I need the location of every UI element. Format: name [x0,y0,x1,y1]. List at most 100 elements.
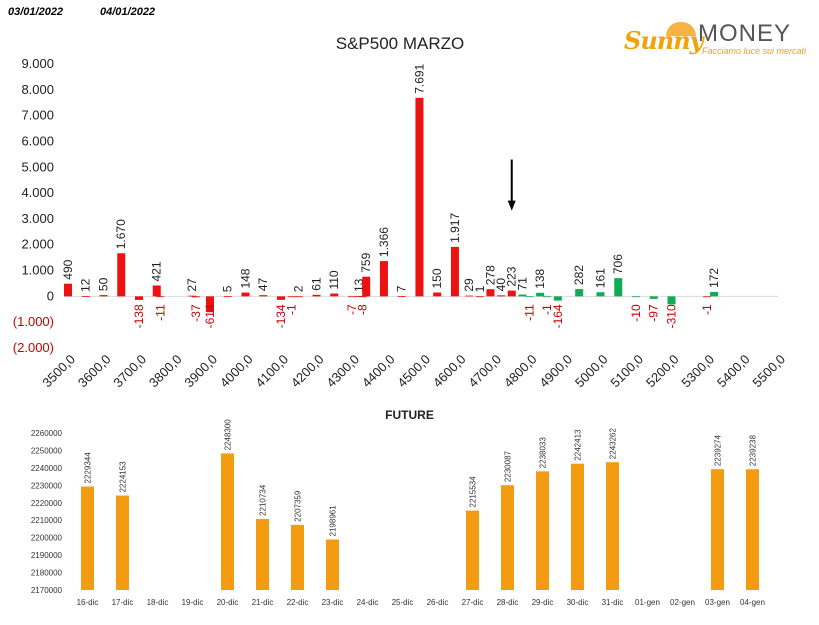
data-label-0-11: 110 [327,270,341,289]
bar-0-7 [241,292,250,297]
y-tick-label-11: (2.000) [13,340,54,355]
bar-0-32 [703,296,711,298]
bar-0-17 [433,292,442,297]
future-label-6: 2207359 [294,490,303,522]
bar-1-10 [667,296,676,305]
future-label-15: 2243262 [609,428,618,460]
data-label-0-15: 7 [395,285,409,292]
data-label-1-7: 706 [611,254,625,274]
future-bar-14 [571,463,584,590]
data-label-1-3: -1 [540,304,554,315]
future-x-tick-8: 24-dic [357,598,379,607]
bar-0-2 [99,295,108,297]
bar-0-15 [397,296,406,297]
future-bar-5 [256,518,269,590]
bar-0-4 [152,285,161,297]
bar-1-6 [596,292,605,297]
data-label-0-8: 47 [256,277,270,291]
data-label-0-3: 1.670 [114,219,128,249]
future-y-tick-8: 2180000 [31,569,63,578]
bar-0-29 [287,296,296,298]
bar-0-28 [277,296,285,300]
future-bar-7 [326,539,339,590]
y-tick-label-2: 7.000 [21,108,54,123]
bar-1-3 [543,296,552,298]
future-y-tick-3: 2230000 [31,481,63,490]
future-bar-4 [221,453,234,590]
future-label-18: 2239274 [714,434,723,466]
chart-title-future: FUTURE [385,408,434,422]
data-label-0-28: -134 [274,304,288,328]
bar-1-9 [649,296,658,299]
future-x-tick-5: 21-dic [252,598,274,607]
future-label-4: 2248300 [224,419,233,451]
future-x-tick-18: 03-gen [705,598,730,607]
data-label-1-4: -164 [551,304,565,328]
bar-0-22 [497,295,506,297]
bar-0-18 [450,246,459,297]
data-label-1-11: 172 [707,268,721,288]
future-label-7: 2198961 [329,505,338,537]
future-x-tick-7: 23-dic [322,598,344,607]
y-tick-label-9: 0 [47,288,54,303]
data-label-0-0: 490 [61,259,75,279]
future-y-tick-2: 2240000 [31,464,63,473]
data-label-1-8: -10 [629,304,643,322]
bar-1-2 [536,292,545,297]
future-x-tick-3: 19-dic [182,598,204,607]
future-label-0: 2229344 [84,452,93,484]
data-label-0-20: 1 [473,285,487,292]
future-bar-11 [466,510,479,590]
date-right: 04/01/2022 [100,6,156,18]
data-label-1-5: 282 [572,265,586,285]
future-x-tick-0: 16-dic [77,598,99,607]
data-label-0-1: 12 [79,278,93,292]
sunny-money-logo: Sunny MONEY Facciamo luce sui mercati [620,18,810,58]
future-bar-15 [606,462,619,590]
future-label-1: 2224153 [119,461,128,493]
y-tick-label-0: 9.000 [21,56,54,71]
bar-1-4 [553,296,562,301]
bar-0-20 [475,296,484,298]
future-label-5: 2210734 [259,484,268,516]
data-label-0-4: 421 [150,261,164,281]
bar-0-3 [117,253,126,297]
data-label-1-2: 138 [533,268,547,288]
bar-0-16 [415,97,424,297]
future-x-tick-2: 18-dic [147,598,169,607]
bar-0-14 [379,261,388,297]
data-label-1-6: 161 [594,268,608,288]
data-label-0-25: -11 [153,304,167,321]
bar-0-25 [156,296,165,298]
y-tick-label-7: 2.000 [21,237,54,252]
bar-1-8 [632,296,640,298]
future-x-tick-9: 25-dic [392,598,414,607]
future-x-tick-11: 27-dic [462,598,484,607]
data-label-1-9: -97 [647,304,661,322]
bar-1-1 [525,296,534,298]
future-bar-12 [501,485,514,590]
future-y-tick-4: 2220000 [31,499,63,508]
future-y-tick-9: 2170000 [31,586,63,595]
bar-0-6 [223,296,232,298]
bar-0-11 [330,293,339,297]
logo-text-sunny: Sunny [624,26,704,55]
data-label-1-0: 71 [515,277,529,291]
data-label-1-10: -310 [665,304,679,328]
future-bar-19 [746,469,759,590]
y-tick-label-4: 5.000 [21,159,54,174]
data-label-0-22: 40 [494,278,508,292]
bar-0-19 [465,295,474,297]
y-tick-label-1: 8.000 [21,82,54,97]
bar-0-1 [81,296,90,297]
future-x-tick-1: 17-dic [112,598,134,607]
future-bar-1 [116,495,129,590]
data-label-0-9: 2 [292,285,306,292]
data-label-0-14: 1.366 [377,227,391,257]
bar-1-11 [710,291,719,297]
future-bar-6 [291,524,304,590]
future-y-tick-5: 2210000 [31,516,63,525]
data-label-0-13: 759 [359,252,373,272]
data-label-0-2: 50 [97,277,111,291]
data-label-0-32: -1 [700,304,714,315]
